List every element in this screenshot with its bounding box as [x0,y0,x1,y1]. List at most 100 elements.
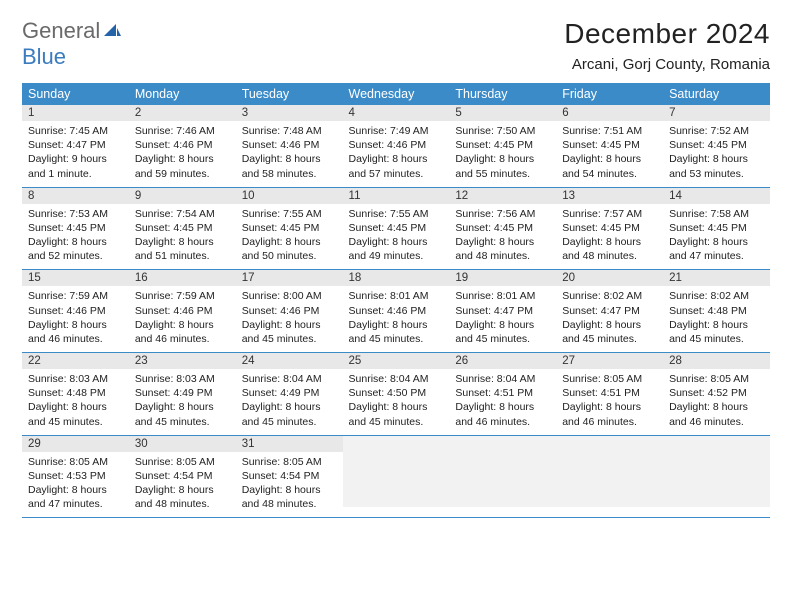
day-number: 3 [236,105,343,121]
sunset-line: Sunset: 4:51 PM [562,387,640,399]
sunset-line: Sunset: 4:45 PM [562,222,640,234]
day-number: 15 [22,270,129,286]
logo-sail-icon [102,22,122,38]
day-header: Saturday [663,83,770,105]
day-number: 20 [556,270,663,286]
title-block: December 2024 Arcani, Gorj County, Roman… [564,18,770,73]
day-body: Sunrise: 8:05 AMSunset: 4:53 PMDaylight:… [22,452,129,518]
calendar-day: 29Sunrise: 8:05 AMSunset: 4:53 PMDayligh… [22,435,129,518]
day-number: 11 [343,188,450,204]
calendar-day: 26Sunrise: 8:04 AMSunset: 4:51 PMDayligh… [449,353,556,436]
day-number: 18 [343,270,450,286]
calendar-week-row: 8 Sunrise: 7:53 AM Sunset: 4:45 PM Daylight… [22,187,770,270]
daylight-line: Daylight: 8 hours and 52 minutes. [28,236,107,262]
daylight-line: Daylight: 8 hours and 45 minutes. [562,319,641,345]
sunrise-line: Sunrise: 8:00 AM [242,290,322,302]
daylight-line: Daylight: 9 hours and 1 minute. [28,153,107,179]
day-number: 30 [129,436,236,452]
calendar-day: 19Sunrise: 8:01 AMSunset: 4:47 PMDayligh… [449,270,556,353]
sunset-line: Sunset: 4:45 PM [135,222,213,234]
sunrise-line: Sunrise: 8:01 AM [455,290,535,302]
day-body: Sunrise: 8:02 AMSunset: 4:48 PMDaylight:… [663,286,770,352]
calendar-day: 2Sunrise: 7:46 AMSunset: 4:46 PMDaylight… [129,105,236,187]
day-body: Sunrise: 8:05 AMSunset: 4:54 PMDaylight:… [236,452,343,518]
sunrise-line: Sunrise: 8:02 AM [669,290,749,302]
logo-text-general: General [22,18,100,43]
day-number: 19 [449,270,556,286]
day-body [556,453,663,507]
daylight-line: Daylight: 8 hours and 46 minutes. [28,319,107,345]
day-body: Sunrise: 8:04 AMSunset: 4:51 PMDaylight:… [449,369,556,435]
sunset-line: Sunset: 4:45 PM [28,222,106,234]
calendar-day: 9Sunrise: 7:54 AMSunset: 4:45 PMDaylight… [129,187,236,270]
calendar-week-row: 15Sunrise: 7:59 AMSunset: 4:46 PMDayligh… [22,270,770,353]
day-header: Friday [556,83,663,105]
logo: General Blue [22,18,122,70]
calendar-day: 30Sunrise: 8:05 AMSunset: 4:54 PMDayligh… [129,435,236,518]
daylight-line: Daylight: 8 hours and 51 minutes. [135,236,214,262]
calendar-day: 16Sunrise: 7:59 AMSunset: 4:46 PMDayligh… [129,270,236,353]
day-number: 4 [343,105,450,121]
sunset-line: Sunset: 4:46 PM [242,305,320,317]
day-body: Sunrise: 8:00 AMSunset: 4:46 PMDaylight:… [236,286,343,352]
calendar-day [449,435,556,518]
calendar-header-row: SundayMondayTuesdayWednesdayThursdayFrid… [22,83,770,105]
calendar-day: 28Sunrise: 8:05 AMSunset: 4:52 PMDayligh… [663,353,770,436]
sunset-line: Sunset: 4:47 PM [562,305,640,317]
day-body: Sunrise: 8:05 AMSunset: 4:51 PMDaylight:… [556,369,663,435]
sunrise-line: Sunrise: 8:05 AM [135,456,215,468]
daylight-line: Daylight: 8 hours and 47 minutes. [28,484,107,510]
day-header: Tuesday [236,83,343,105]
calendar-week-row: 22Sunrise: 8:03 AMSunset: 4:48 PMDayligh… [22,353,770,436]
month-title: December 2024 [564,18,770,50]
sunset-line: Sunset: 4:49 PM [135,387,213,399]
day-body: Sunrise: 7:52 AMSunset: 4:45 PMDaylight:… [663,121,770,187]
calendar-day: 8 Sunrise: 7:53 AM Sunset: 4:45 PM Daylight… [22,187,129,270]
day-body: Sunrise: 8:03 AMSunset: 4:49 PMDaylight:… [129,369,236,435]
day-body: Sunrise: 7:49 AMSunset: 4:46 PMDaylight:… [343,121,450,187]
daylight-line: Daylight: 8 hours and 46 minutes. [562,401,641,427]
sunset-line: Sunset: 4:54 PM [242,470,320,482]
daylight-line: Daylight: 8 hours and 45 minutes. [135,401,214,427]
calendar-week-row: 29Sunrise: 8:05 AMSunset: 4:53 PMDayligh… [22,435,770,518]
daylight-line: Daylight: 8 hours and 48 minutes. [135,484,214,510]
daylight-line: Daylight: 8 hours and 57 minutes. [349,153,428,179]
day-body: Sunrise: 7:46 AMSunset: 4:46 PMDaylight:… [129,121,236,187]
sunrise-line: Sunrise: 7:56 AM [455,208,535,220]
calendar-day: 23Sunrise: 8:03 AMSunset: 4:49 PMDayligh… [129,353,236,436]
day-number: 1 [22,105,129,121]
sunrise-line: Sunrise: 8:04 AM [242,373,322,385]
sunrise-line: Sunrise: 7:53 AM [28,208,108,220]
day-number: 24 [236,353,343,369]
sunrise-line: Sunrise: 7:48 AM [242,125,322,137]
day-number: 27 [556,353,663,369]
day-body: Sunrise: 8:04 AMSunset: 4:49 PMDaylight:… [236,369,343,435]
day-body: Sunrise: 7:59 AMSunset: 4:46 PMDaylight:… [129,286,236,352]
daylight-line: Daylight: 8 hours and 46 minutes. [135,319,214,345]
sunset-line: Sunset: 4:45 PM [455,222,533,234]
daylight-line: Daylight: 8 hours and 48 minutes. [562,236,641,262]
sunset-line: Sunset: 4:46 PM [242,139,320,151]
daylight-line: Daylight: 8 hours and 48 minutes. [242,484,321,510]
calendar-day [663,435,770,518]
day-body [663,453,770,507]
calendar-day: 6Sunrise: 7:51 AMSunset: 4:45 PMDaylight… [556,105,663,187]
day-number: 8 [22,188,129,204]
day-body [343,453,450,507]
day-body: Sunrise: 7:45 AMSunset: 4:47 PMDaylight:… [22,121,129,187]
day-number: 22 [22,353,129,369]
daylight-line: Daylight: 8 hours and 45 minutes. [455,319,534,345]
sunset-line: Sunset: 4:52 PM [669,387,747,399]
day-number: 12 [449,188,556,204]
sunset-line: Sunset: 4:50 PM [349,387,427,399]
calendar-day: 14Sunrise: 7:58 AMSunset: 4:45 PMDayligh… [663,187,770,270]
day-number: 31 [236,436,343,452]
logo-text-blue: Blue [22,44,66,69]
sunrise-line: Sunrise: 8:05 AM [28,456,108,468]
day-body: Sunrise: 7:55 AMSunset: 4:45 PMDaylight:… [236,204,343,270]
sunrise-line: Sunrise: 8:04 AM [455,373,535,385]
daylight-line: Daylight: 8 hours and 45 minutes. [669,319,748,345]
day-number: 28 [663,353,770,369]
day-number [343,436,450,453]
day-body: Sunrise: 7:54 AMSunset: 4:45 PMDaylight:… [129,204,236,270]
